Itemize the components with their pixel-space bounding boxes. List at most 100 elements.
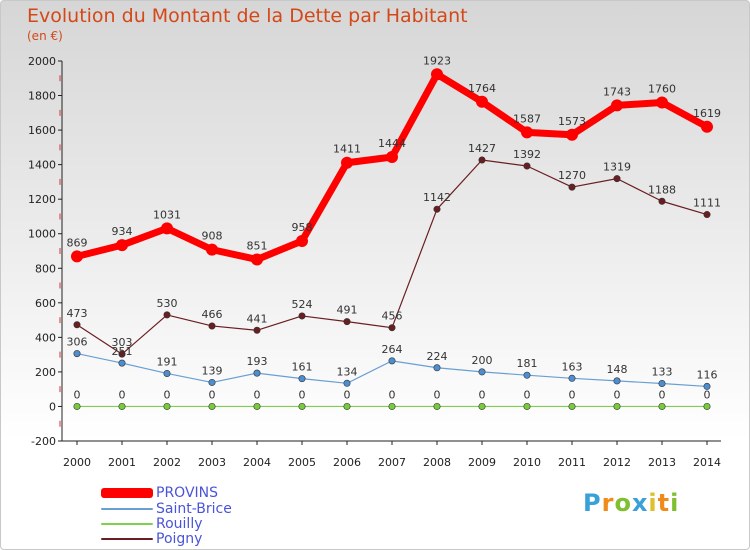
data-point-rouilly xyxy=(253,402,261,410)
data-label-provins: 1764 xyxy=(468,82,496,95)
data-point-saint-brice xyxy=(568,374,576,382)
data-label-poigny: 491 xyxy=(337,304,358,317)
data-label-provins: 908 xyxy=(202,230,223,243)
data-label-rouilly: 0 xyxy=(164,388,171,401)
data-point-saint-brice xyxy=(298,375,306,383)
y-tick-label: 800 xyxy=(35,262,56,275)
legend-item-saint-brice: Saint-Brice xyxy=(101,501,301,517)
data-label-rouilly: 0 xyxy=(569,388,576,401)
data-point-saint-brice xyxy=(433,364,441,372)
data-label-rouilly: 0 xyxy=(704,388,711,401)
data-point-provins xyxy=(476,95,488,108)
data-label-saint-brice: 116 xyxy=(697,368,718,381)
data-point-rouilly xyxy=(343,402,351,410)
x-tick-label: 2014 xyxy=(693,456,721,469)
x-tick-label: 2001 xyxy=(108,456,136,469)
data-point-provins xyxy=(656,96,668,109)
data-point-provins xyxy=(701,120,713,133)
data-point-rouilly xyxy=(478,402,486,410)
data-point-saint-brice xyxy=(478,368,486,376)
data-point-poigny xyxy=(118,350,126,358)
data-label-poigny: 1319 xyxy=(603,161,631,174)
data-label-poigny: 1392 xyxy=(513,148,541,161)
data-label-saint-brice: 163 xyxy=(562,360,583,373)
data-label-saint-brice: 251 xyxy=(112,345,133,358)
data-point-provins xyxy=(161,222,173,235)
data-point-rouilly xyxy=(433,402,441,410)
data-label-saint-brice: 161 xyxy=(292,361,313,374)
y-tick-label: 0 xyxy=(49,400,56,413)
data-point-poigny xyxy=(298,312,306,320)
legend-swatch-saint-brice xyxy=(101,508,153,510)
x-tick-label: 2005 xyxy=(288,456,316,469)
x-tick-label: 2008 xyxy=(423,456,451,469)
data-point-saint-brice xyxy=(253,369,261,377)
data-point-saint-brice xyxy=(658,379,666,387)
data-label-rouilly: 0 xyxy=(479,388,486,401)
data-point-saint-brice xyxy=(163,369,171,377)
data-label-poigny: 441 xyxy=(247,312,268,325)
legend-swatch-provins xyxy=(101,488,153,498)
data-label-provins: 1760 xyxy=(648,82,676,95)
legend-label-rouilly: Rouilly xyxy=(156,516,203,532)
data-label-rouilly: 0 xyxy=(344,388,351,401)
data-label-rouilly: 0 xyxy=(254,388,261,401)
data-label-poigny: 1188 xyxy=(648,183,676,196)
data-point-poigny xyxy=(568,183,576,191)
legend-item-provins: PROVINS xyxy=(101,485,301,501)
x-tick-label: 2007 xyxy=(378,456,406,469)
y-tick-label: 1000 xyxy=(28,228,56,241)
data-point-rouilly xyxy=(118,402,126,410)
data-point-saint-brice xyxy=(343,379,351,387)
data-point-poigny xyxy=(433,205,441,213)
data-label-poigny: 524 xyxy=(292,298,313,311)
legend-item-rouilly: Rouilly xyxy=(101,516,301,532)
data-label-provins: 851 xyxy=(247,239,268,252)
y-tick-label: 1800 xyxy=(28,90,56,103)
data-label-saint-brice: 200 xyxy=(472,354,493,367)
data-label-provins: 1031 xyxy=(153,208,181,221)
data-point-poigny xyxy=(163,311,171,319)
data-label-poigny: 1111 xyxy=(693,197,721,210)
data-point-provins xyxy=(611,99,623,112)
x-tick-label: 2006 xyxy=(333,456,361,469)
y-tick-label: 1400 xyxy=(28,159,56,172)
data-label-poigny: 466 xyxy=(202,308,223,321)
legend-item-poigny: Poigny xyxy=(101,531,301,547)
legend-label-saint-brice: Saint-Brice xyxy=(156,501,232,517)
data-label-poigny: 530 xyxy=(157,297,178,310)
data-point-provins xyxy=(251,253,263,266)
data-point-saint-brice xyxy=(208,378,216,386)
data-point-provins xyxy=(386,151,398,164)
x-tick-label: 2012 xyxy=(603,456,631,469)
legend-label-provins: PROVINS xyxy=(156,485,219,501)
data-point-poigny xyxy=(523,162,531,170)
data-label-provins: 1411 xyxy=(333,143,361,156)
data-point-saint-brice xyxy=(523,371,531,379)
data-label-provins: 869 xyxy=(67,236,88,249)
data-label-rouilly: 0 xyxy=(299,388,306,401)
data-point-rouilly xyxy=(568,402,576,410)
data-point-provins xyxy=(566,128,578,141)
data-point-poigny xyxy=(73,321,81,329)
x-tick-label: 2013 xyxy=(648,456,676,469)
data-label-saint-brice: 193 xyxy=(247,355,268,368)
proxiti-logo: Proxiti xyxy=(583,489,680,517)
data-label-saint-brice: 139 xyxy=(202,364,223,377)
x-tick-label: 2011 xyxy=(558,456,586,469)
data-point-saint-brice xyxy=(388,357,396,365)
data-point-rouilly xyxy=(388,402,396,410)
data-point-poigny xyxy=(343,318,351,326)
data-label-provins: 1587 xyxy=(513,112,541,125)
data-label-rouilly: 0 xyxy=(389,388,396,401)
data-point-saint-brice xyxy=(703,382,711,390)
data-label-saint-brice: 224 xyxy=(427,350,448,363)
data-label-provins: 958 xyxy=(292,221,313,234)
data-point-rouilly xyxy=(523,402,531,410)
data-label-saint-brice: 148 xyxy=(607,363,628,376)
data-label-saint-brice: 134 xyxy=(337,365,358,378)
x-tick-label: 2002 xyxy=(153,456,181,469)
data-label-saint-brice: 264 xyxy=(382,343,403,356)
x-tick-label: 2003 xyxy=(198,456,226,469)
